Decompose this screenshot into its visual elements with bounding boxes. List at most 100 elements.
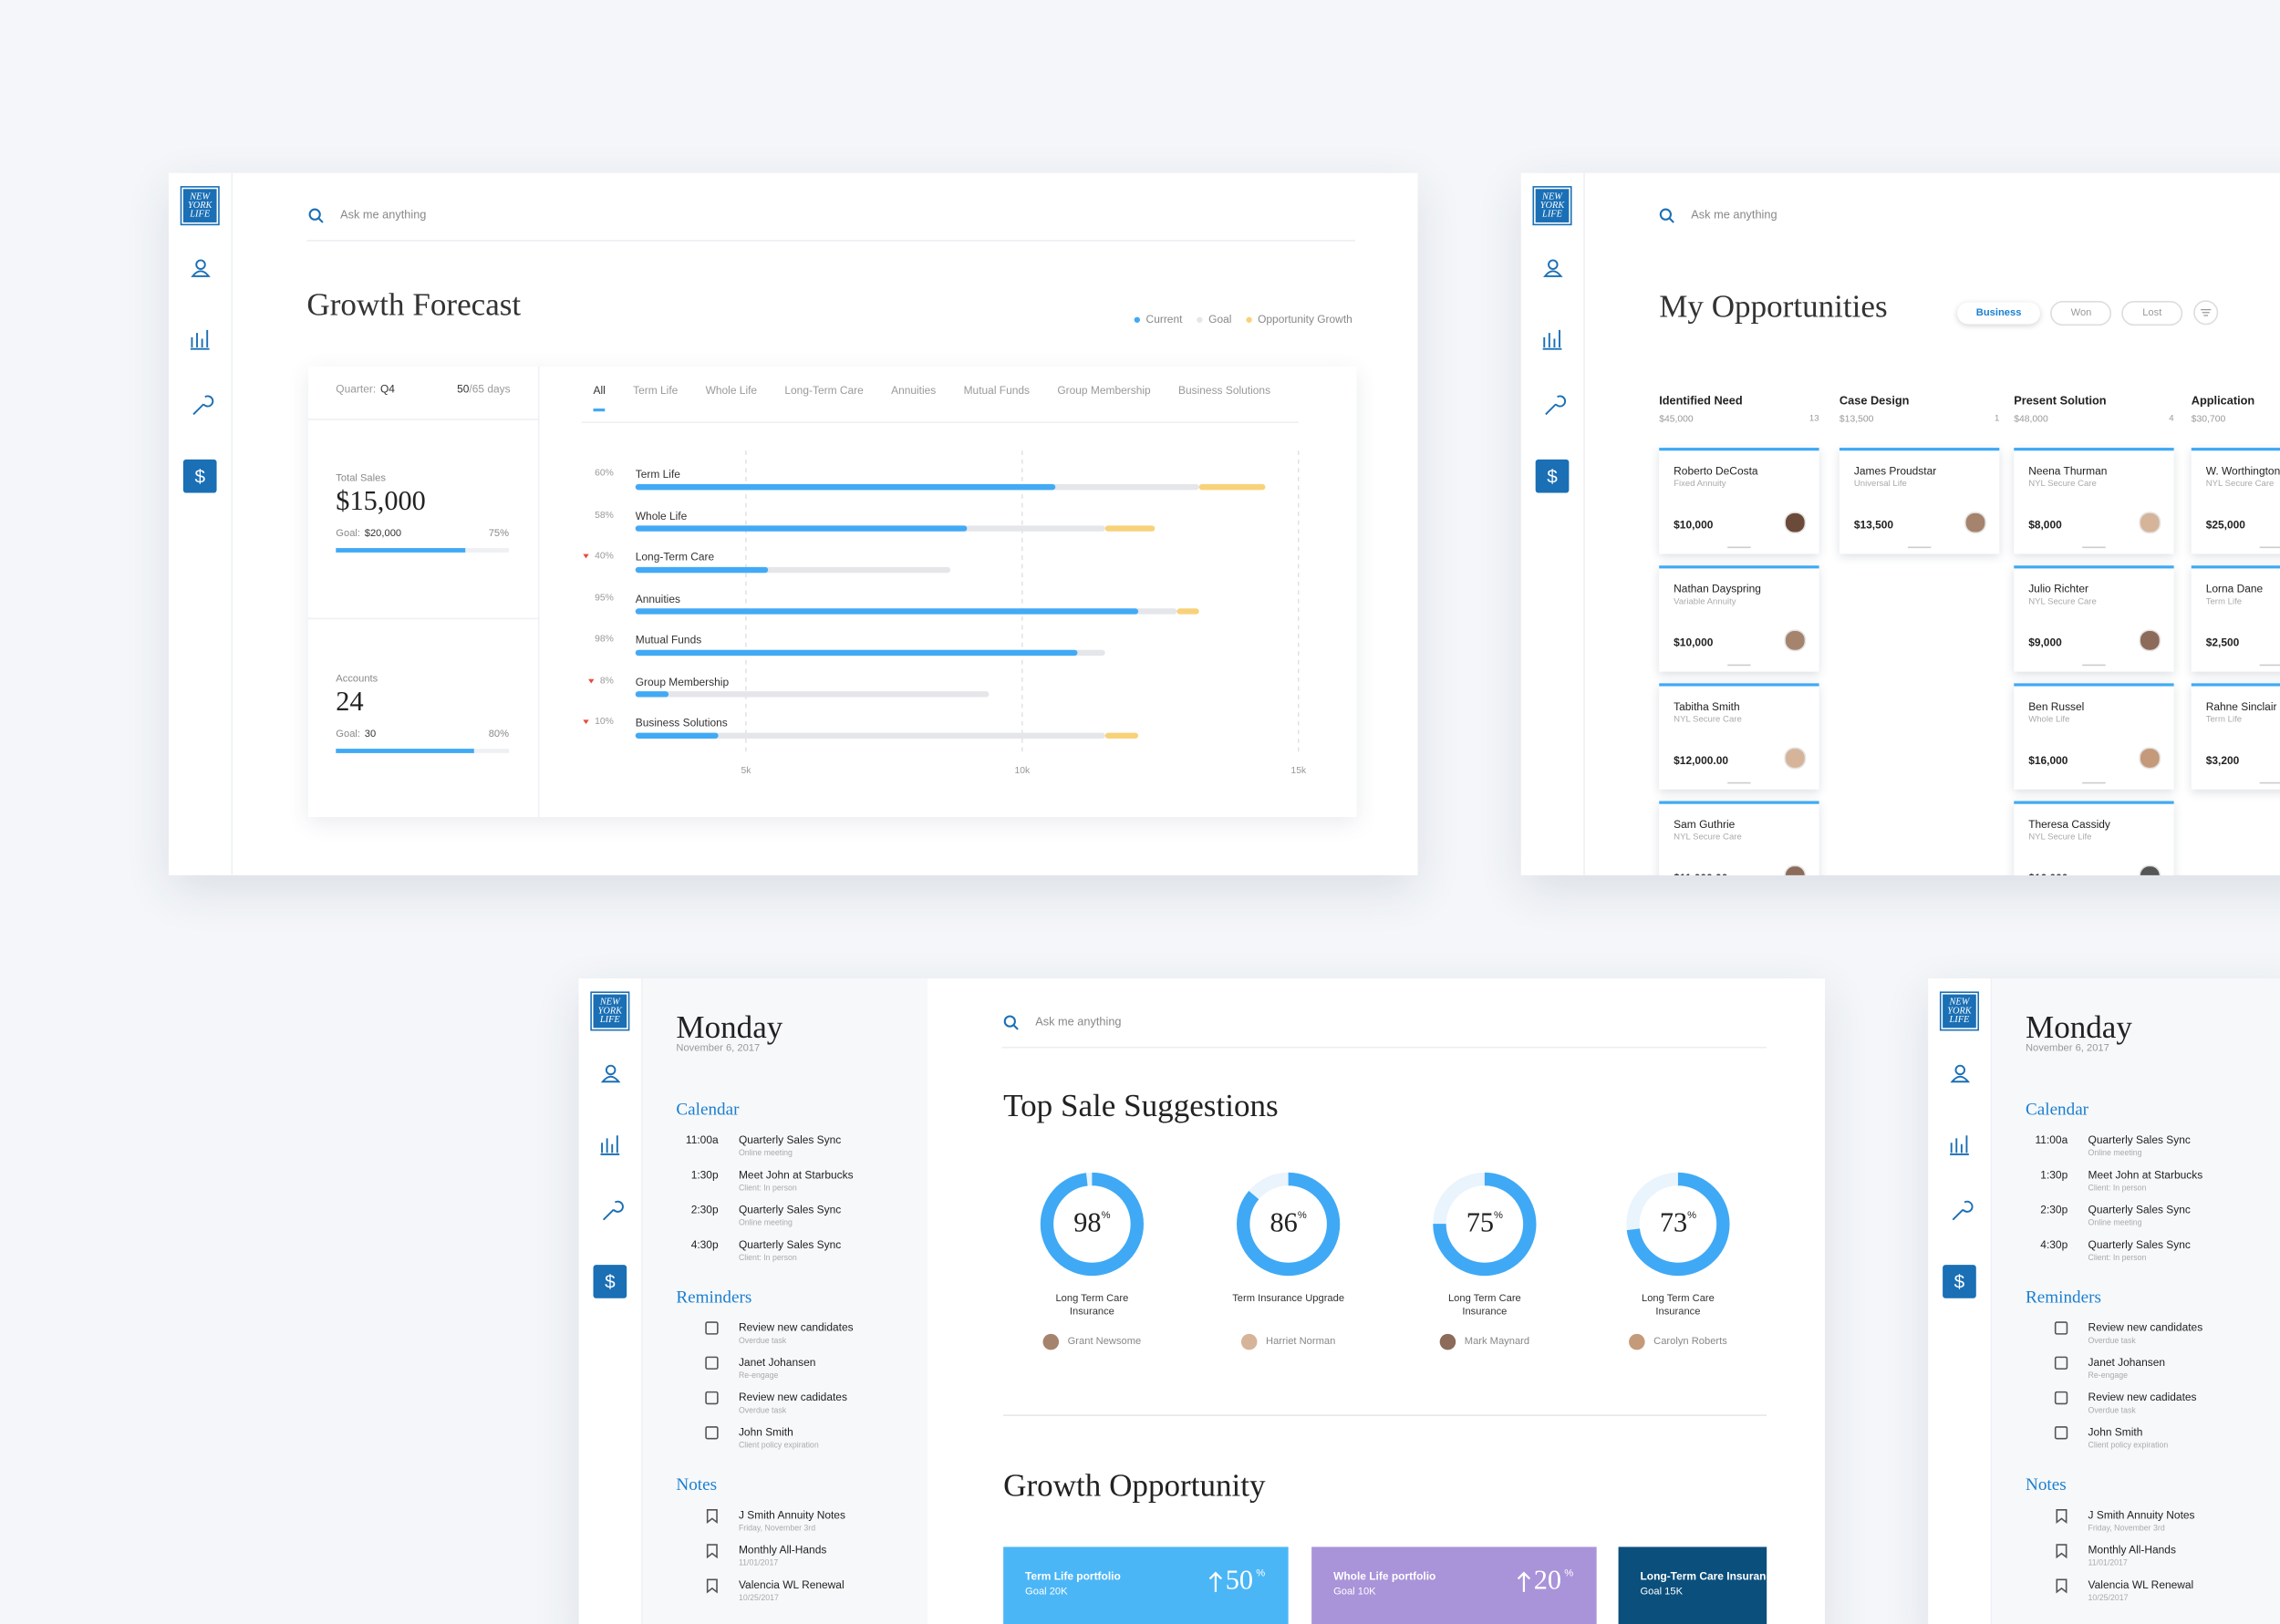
item-title: Quarterly Sales Sync — [738, 1237, 842, 1251]
tab[interactable]: Whole Life — [705, 383, 758, 398]
search-input[interactable]: Ask me anything — [1035, 1015, 1122, 1029]
sidebar-divider — [1990, 978, 1993, 1624]
percent-value: 73 — [1659, 1207, 1688, 1239]
opportunity-card[interactable]: James Proudstar Universal Life $13,500 — [1839, 448, 2000, 554]
person-name: Grant Newsome — [1067, 1337, 1142, 1348]
avatar — [1042, 1333, 1060, 1350]
client-name: Neena Thurman — [2028, 464, 2108, 478]
goal-bar — [635, 691, 990, 698]
tab[interactable]: Long-Term Care — [784, 383, 864, 398]
stat-goal: Goal: $20,000 — [336, 529, 401, 541]
sidebar-divider — [231, 172, 233, 875]
filter-button[interactable] — [2192, 299, 2219, 326]
tab[interactable]: All — [593, 384, 606, 412]
client-name: Ben Russel — [2028, 699, 2085, 714]
sidebar-icons: $ — [1943, 1064, 1976, 1298]
opportunity-tile[interactable]: Whole Life portfolio Goal 10K 20% — [1311, 1546, 1597, 1624]
column-amount: $45,000 — [1659, 414, 1694, 425]
row-label: Group Membership — [635, 674, 730, 688]
suggestion-label: Long Term Care Insurance — [1055, 1294, 1129, 1318]
suggestion-person[interactable]: Mark Maynard — [1439, 1333, 1529, 1350]
search-icon — [308, 208, 321, 221]
avatar — [2139, 512, 2161, 534]
client-name: Nathan Dayspring — [1674, 582, 1761, 595]
checkbox[interactable] — [705, 1321, 719, 1335]
person-name: Carolyn Roberts — [1653, 1337, 1727, 1348]
card-handle — [1727, 546, 1751, 549]
client-name: Sam Guthrie — [1674, 817, 1736, 832]
checkbox[interactable] — [2054, 1391, 2068, 1405]
stat-value: 24 — [336, 687, 364, 718]
row-change: 95% — [595, 593, 614, 604]
avatar — [2139, 629, 2161, 652]
checkbox[interactable] — [705, 1426, 719, 1440]
opportunity-tile[interactable]: Long-Term Care Insurance Goal 15K — [1618, 1546, 1767, 1624]
opportunity-card[interactable]: Lorna Dane Term Life $2,500 — [2191, 565, 2280, 672]
checkbox[interactable] — [2054, 1426, 2068, 1440]
nav-active-icon: $ — [605, 1272, 616, 1293]
row-change-value: 8% — [599, 675, 614, 686]
search-input[interactable]: Ask me anything — [340, 208, 427, 222]
opportunity-card[interactable]: Nathan Dayspring Variable Annuity $10,000 — [1659, 565, 1819, 672]
opportunity-card[interactable]: Rahne Sinclair Term Life $3,200 — [2191, 683, 2280, 790]
stat-progress-label: 75% — [488, 529, 510, 540]
suggestion-label: Long Term Care Insurance — [1642, 1294, 1715, 1318]
checkbox[interactable] — [705, 1391, 719, 1405]
card-handle — [1907, 546, 1932, 549]
tile-unit: % — [1564, 1568, 1574, 1579]
suggestion-person[interactable]: Carolyn Roberts — [1629, 1333, 1727, 1350]
suggestion-person[interactable]: Grant Newsome — [1042, 1333, 1142, 1350]
icon-chart — [190, 329, 210, 350]
days-value: 50 — [457, 382, 470, 396]
day-column — [1992, 978, 2280, 1624]
card-handle — [1727, 664, 1751, 667]
legend-dot — [1134, 315, 1141, 323]
filter-pill[interactable]: Won — [2050, 301, 2112, 326]
suggestion-person[interactable]: Harriet Norman — [1240, 1333, 1335, 1350]
card-handle — [2259, 664, 2280, 667]
tab[interactable]: Business Solutions — [1178, 383, 1271, 398]
icon-wrench — [192, 395, 214, 416]
tab[interactable]: Mutual Funds — [963, 383, 1031, 398]
opportunity-card[interactable]: Julio Richter NYL Secure Care $9,000 — [2014, 565, 2174, 672]
checkbox[interactable] — [2054, 1356, 2068, 1370]
bookmark-icon — [706, 1544, 718, 1559]
search-icon — [317, 217, 324, 223]
opportunity-card[interactable]: Roberto DeCosta Fixed Annuity $10,000 — [1659, 448, 1819, 554]
tab[interactable]: Group Membership — [1057, 383, 1151, 398]
section-title: Reminders — [676, 1286, 752, 1308]
card-amount: $11,000.00 — [1674, 872, 1727, 875]
current-bar — [635, 732, 719, 739]
opportunity-card[interactable]: Neena Thurman NYL Secure Care $8,000 — [2014, 448, 2174, 554]
checkbox[interactable] — [705, 1356, 719, 1370]
logo-text: YORK — [187, 200, 212, 211]
goal-value: $20,000 — [364, 529, 402, 540]
search-icon — [308, 208, 324, 223]
icon-person — [1950, 1075, 1970, 1083]
legend-dot — [1197, 315, 1203, 323]
suggestion-label: Term Insurance Upgrade — [1232, 1294, 1345, 1305]
product-name: NYL Secure Care — [2205, 480, 2275, 490]
opportunity-tile[interactable]: Term Life portfolio Goal 20K 50% — [1003, 1546, 1289, 1624]
card-amount: $13,500 — [1853, 518, 1894, 532]
row-change: 58% — [595, 510, 614, 521]
opportunity-card[interactable]: Tabitha Smith NYL Secure Care $12,000.00 — [1659, 683, 1819, 790]
tab[interactable]: Annuities — [891, 383, 937, 398]
section-heading: Growth Opportunity — [1003, 1466, 1266, 1504]
search-input[interactable]: Ask me anything — [1691, 208, 1777, 222]
tile-percent: 50 — [1225, 1566, 1253, 1597]
opportunity-card[interactable]: Ben Russel Whole Life $16,000 — [2014, 683, 2174, 790]
opportunity-card[interactable]: W. Worthington NYL Secure Care $25,000 — [2191, 448, 2280, 554]
section-title: Calendar — [676, 1099, 740, 1120]
column-count: 4 — [2169, 415, 2174, 424]
nav-active-icon: $ — [1954, 1272, 1965, 1293]
day-column — [642, 978, 928, 1624]
item-title: Quarterly Sales Sync — [738, 1133, 842, 1147]
filter-pill[interactable]: Lost — [2121, 301, 2182, 326]
item-title: Quarterly Sales Sync — [2088, 1133, 2191, 1147]
checkbox[interactable] — [2054, 1321, 2068, 1335]
tab[interactable]: Term Life — [633, 383, 679, 398]
filter-pill[interactable]: Business — [1957, 303, 2040, 325]
